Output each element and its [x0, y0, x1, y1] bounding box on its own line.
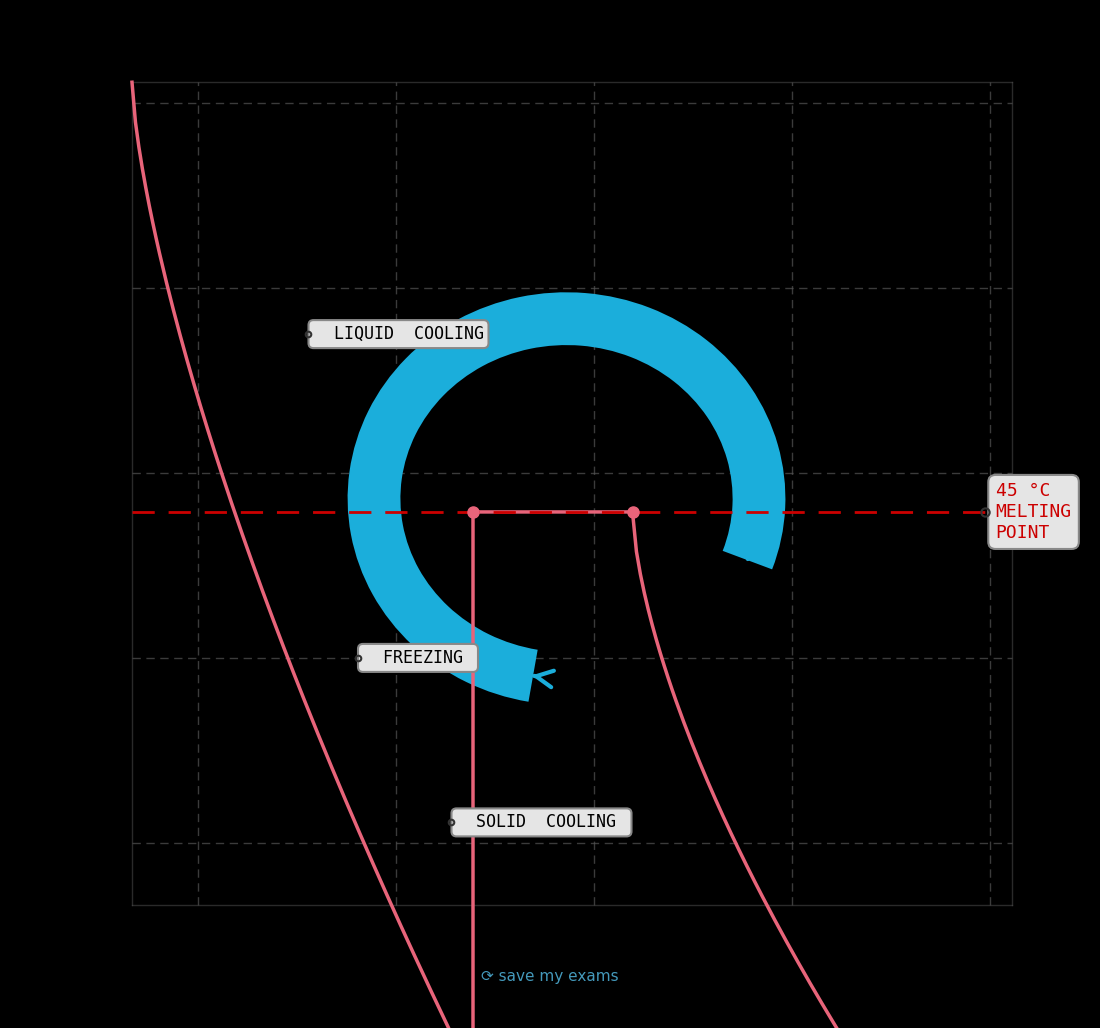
Text: FREEZING: FREEZING	[363, 649, 473, 667]
Text: ⟳ save my exams: ⟳ save my exams	[481, 969, 619, 984]
Text: SOLID  COOLING: SOLID COOLING	[456, 813, 627, 832]
Text: 45 °C
MELTING
POINT: 45 °C MELTING POINT	[996, 482, 1071, 542]
Text: LIQUID  COOLING: LIQUID COOLING	[314, 325, 484, 343]
